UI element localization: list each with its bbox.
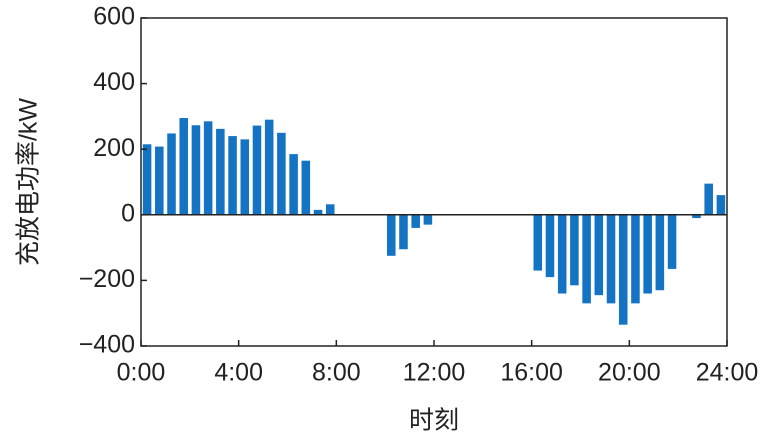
x-tick-label: 0:00 xyxy=(117,359,166,387)
y-tick-label: −400 xyxy=(79,331,135,359)
bar xyxy=(594,214,604,296)
bar xyxy=(631,214,640,304)
bar xyxy=(203,121,213,215)
bar xyxy=(155,146,164,215)
bar xyxy=(301,160,311,215)
bar xyxy=(252,125,262,215)
x-tick-label: 16:00 xyxy=(500,359,563,387)
bar xyxy=(277,132,286,215)
y-tick-label: 600 xyxy=(93,3,135,31)
bar xyxy=(423,214,433,225)
x-tick-label: 4:00 xyxy=(214,359,263,387)
bar xyxy=(570,214,579,286)
bar xyxy=(142,144,152,215)
bar xyxy=(545,214,555,278)
y-tick-label: −200 xyxy=(79,265,135,293)
y-tick-label: 200 xyxy=(93,134,135,162)
bar xyxy=(411,214,420,228)
bar xyxy=(191,125,201,215)
bar xyxy=(179,118,189,215)
bar xyxy=(240,139,250,215)
bar xyxy=(533,214,543,271)
x-tick-label: 8:00 xyxy=(312,359,361,387)
y-tick-label: 400 xyxy=(93,68,135,96)
bar xyxy=(325,204,335,215)
y-tick-label: 0 xyxy=(121,199,135,227)
bar xyxy=(655,214,665,291)
bar xyxy=(313,209,323,215)
y-axis-label: 充放电功率/kW xyxy=(15,98,43,266)
bar xyxy=(557,214,567,294)
bar xyxy=(606,214,616,304)
x-tick-label: 24:00 xyxy=(696,359,759,387)
bar xyxy=(216,128,225,215)
bar xyxy=(167,133,176,215)
bar xyxy=(618,214,628,325)
bar xyxy=(228,136,237,215)
x-axis-label: 时刻 xyxy=(409,407,459,435)
bar xyxy=(704,183,713,215)
bar xyxy=(643,214,652,294)
bar xyxy=(716,195,726,215)
bar xyxy=(264,119,274,215)
x-tick-label: 12:00 xyxy=(403,359,466,387)
bar xyxy=(692,214,701,219)
x-tick-label: 20:00 xyxy=(598,359,661,387)
bar xyxy=(667,214,677,269)
bar xyxy=(386,214,396,256)
bar xyxy=(289,154,298,215)
bar xyxy=(582,214,591,304)
bar xyxy=(399,214,408,250)
